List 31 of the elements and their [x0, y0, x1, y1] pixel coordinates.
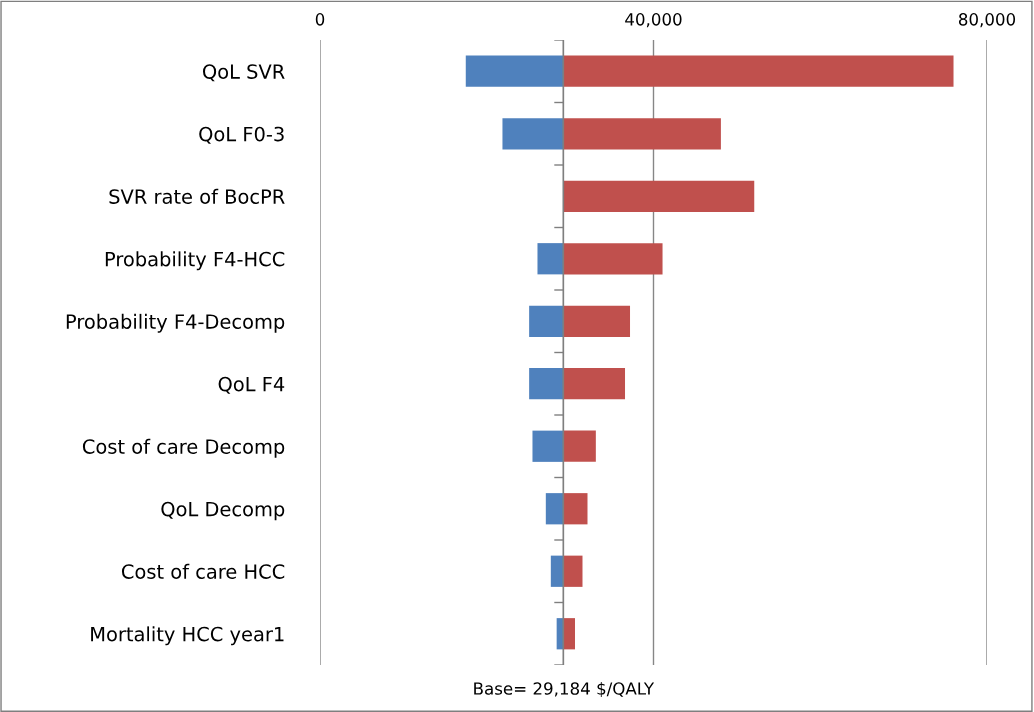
y-tick-label: QoL SVR: [202, 64, 285, 82]
bar: [563, 493, 588, 525]
bar: [537, 243, 564, 275]
y-tick-label: Mortality HCC year1: [91, 626, 284, 646]
bar: [563, 555, 583, 587]
bar: [563, 368, 626, 400]
bar: [563, 430, 596, 462]
ref-line-label: Base= 29,184 $/QALY: [474, 681, 655, 698]
bar: [563, 243, 663, 275]
y-tick-label: Cost of care Decomp: [82, 438, 285, 458]
bar: [529, 368, 564, 400]
x-tick-label: 0: [315, 13, 325, 26]
y-tick-label: QoL F0-3: [199, 126, 284, 144]
y-tick-label: QoL Decomp: [161, 501, 285, 521]
y-tick-label: SVR rate of BocPR: [109, 188, 285, 204]
bar: [532, 430, 564, 462]
bar: [545, 493, 564, 525]
y-tick-label: Probability F4-HCC: [105, 251, 285, 271]
bar: [563, 305, 631, 337]
y-tick-label: QoL F4: [218, 376, 285, 394]
bar: [563, 55, 954, 87]
bar: [465, 55, 564, 87]
bar: [563, 180, 755, 212]
bar: [502, 118, 564, 150]
x-tick-label: 40,000: [625, 13, 682, 28]
bar: [529, 305, 564, 337]
bar: [563, 618, 575, 650]
bar: [563, 118, 721, 150]
x-tick-label: 80,000: [958, 13, 1016, 28]
y-tick-label: Cost of care HCC: [121, 563, 285, 579]
y-tick-label: Probability F4-Decomp: [66, 313, 285, 333]
